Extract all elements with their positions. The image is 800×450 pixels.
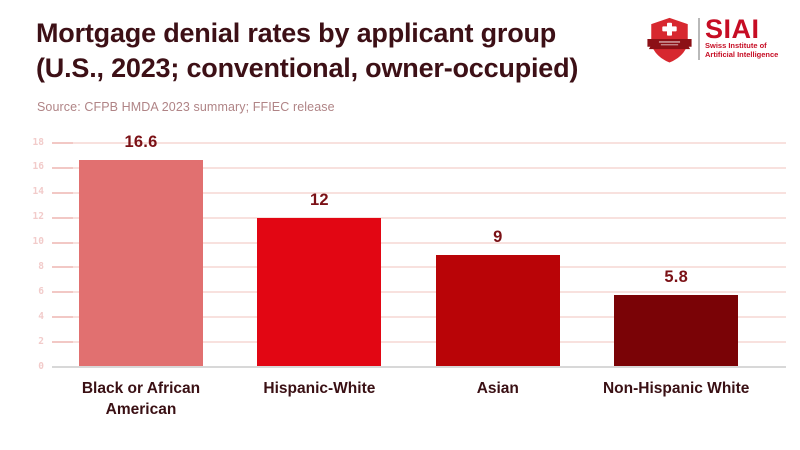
y-axis-tick-label: 8	[38, 260, 44, 272]
gridline	[52, 142, 786, 144]
x-axis-category-label: Black or African American	[81, 380, 201, 418]
y-axis-tick-label: 18	[32, 136, 44, 148]
chart-title: Mortgage denial rates by applicant group…	[36, 16, 636, 86]
y-axis-tick-label: 4	[38, 310, 44, 322]
chart-title-line1: Mortgage denial rates by applicant group	[36, 18, 557, 48]
y-axis-tick-mark	[52, 266, 73, 269]
siai-logo: SIAI Swiss Institute of Artificial Intel…	[646, 16, 778, 64]
x-axis-baseline	[52, 366, 786, 368]
gridline	[52, 266, 786, 269]
bar-value-label: 9	[493, 228, 503, 246]
gridline	[52, 291, 786, 294]
y-axis-tick-label: 14	[32, 186, 44, 198]
chart-bar	[79, 160, 203, 367]
y-axis-tick-mark	[52, 191, 73, 194]
y-axis-tick-mark	[52, 341, 73, 344]
gridline	[52, 166, 786, 169]
y-axis-tick-label: 6	[38, 285, 44, 297]
gridline	[52, 216, 786, 219]
y-axis-tick-mark	[52, 216, 73, 219]
y-axis-tick-label: 10	[32, 236, 44, 248]
gridline	[52, 341, 786, 344]
y-axis-tick-mark	[52, 291, 73, 294]
logo-subtitle-line1: Swiss Institute of	[705, 41, 767, 50]
siai-shield-icon	[647, 17, 692, 63]
gridline	[52, 316, 786, 319]
logo-subtitle-line2: Artificial Intelligence	[705, 49, 779, 59]
logo-acronym: SIAI	[705, 14, 760, 44]
x-axis-category-label: Non-Hispanic White	[602, 380, 750, 397]
x-axis-category-label: Hispanic-White	[263, 380, 376, 397]
source-note: Source: CFPB HMDA 2023 summary; FFIEC re…	[37, 100, 335, 114]
bar-value-label: 5.8	[664, 267, 688, 286]
y-axis-tick-mark	[52, 241, 73, 244]
y-axis-tick-mark	[52, 166, 73, 169]
x-axis-category-label: Asian	[476, 380, 519, 397]
y-axis-tick-label: 16	[32, 161, 44, 173]
bar-value-label: 12	[310, 190, 329, 209]
y-axis-tick-label: 12	[32, 211, 44, 223]
y-axis-tick-mark	[52, 142, 73, 144]
gridline	[52, 241, 786, 244]
gridline	[52, 191, 786, 194]
chart-title-line2: (U.S., 2023; conventional, owner-occupie…	[36, 53, 579, 83]
logo-divider	[698, 18, 700, 60]
y-axis-tick-label: 2	[38, 335, 44, 347]
chart-bar	[435, 255, 560, 367]
logo-text: SIAI Swiss Institute of Artificial Intel…	[705, 16, 778, 59]
y-axis-tick-mark	[52, 316, 73, 319]
bar-value-label: 16.6	[124, 133, 158, 152]
chart-bar	[257, 217, 382, 367]
y-axis-tick-label: 0	[38, 360, 44, 372]
chart-bar	[614, 294, 739, 367]
